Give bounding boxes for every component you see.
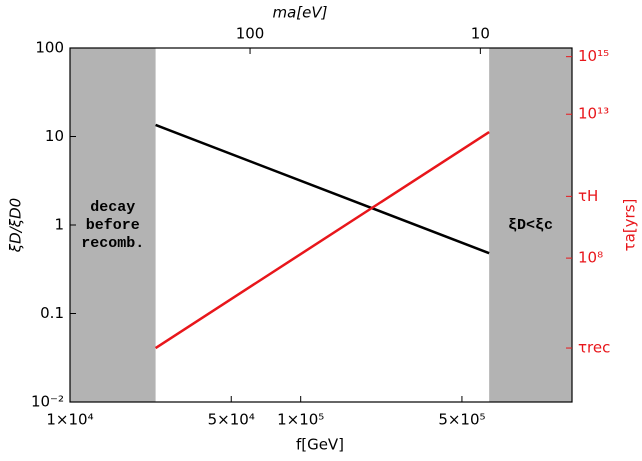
y-tick-label: 1 [54,216,64,234]
x-tick-label: 5×10⁵ [438,411,485,429]
x-tick-label: 5×10⁴ [208,411,255,429]
y-tick-label: 100 [35,39,64,57]
y2-tick-label: 10¹³ [578,105,609,123]
y2-axis-title: τa[yrs] [621,199,639,252]
x-axis-title: f[GeV] [296,436,344,454]
y-tick-label: 10 [45,127,64,145]
x2-tick-label: 100 [236,25,265,43]
x2-axis-title: ma[eV] [273,4,328,22]
region-label: recomb. [81,235,144,252]
data-line [155,123,490,255]
y2-tick-label: τH [578,187,598,205]
shaded-region [70,48,156,402]
y-axis-title: ξD/ξD0 [7,198,25,253]
region-label: decay [90,199,135,216]
y2-tick-label: 10¹⁵ [578,47,609,65]
x-tick-label: 1×10⁵ [277,411,324,429]
x-tick-label: 1×10⁴ [46,411,93,429]
data-line [154,131,490,350]
shaded-region [489,48,572,402]
x2-tick-label: 10 [471,25,490,43]
region-label: before [86,217,140,234]
y2-tick-label: 10⁸ [578,249,603,267]
y2-tick-label: τrec [578,339,610,357]
region-label: ξD<ξc [508,217,553,234]
y-tick-label: 0.1 [40,304,64,322]
y-tick-label: 10⁻² [31,393,64,411]
